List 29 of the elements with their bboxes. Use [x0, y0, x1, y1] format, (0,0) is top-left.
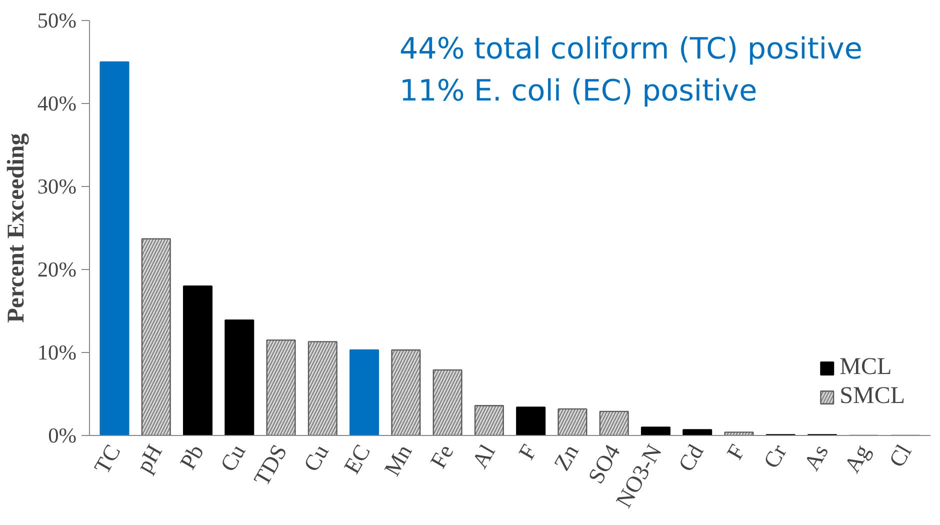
legend-label: SMCL — [840, 383, 905, 410]
annotation: 11% E. coli (EC) positive — [400, 74, 758, 108]
x-tick-label: TC — [89, 440, 126, 478]
x-tick-label: Ag — [839, 440, 875, 477]
y-tick-label: 0% — [48, 424, 77, 448]
y-tick-label: 20% — [37, 258, 77, 282]
x-tick-label: Cl — [884, 440, 916, 472]
x-tick-label: Mn — [379, 440, 417, 480]
x-tick-label: Cu — [298, 440, 334, 476]
y-tick-label: 50% — [37, 8, 77, 32]
legend-label: MCL — [840, 354, 892, 381]
x-tick-label: Pb — [175, 440, 209, 474]
x-tick-label: Zn — [549, 440, 584, 475]
x-tick-label: Cd — [673, 440, 709, 476]
x-tick-label: EC — [339, 440, 376, 478]
x-tick-label: As — [798, 440, 834, 475]
annotation: 44% total coliform (TC) positive — [400, 32, 862, 66]
y-tick-label: 10% — [37, 340, 77, 364]
x-tick-label: Al — [467, 440, 500, 472]
x-tick-label: F — [722, 440, 750, 464]
y-tick-label: 30% — [37, 174, 77, 198]
y-axis-title: Percent Exceeding — [3, 133, 30, 323]
x-tick-label: Cu — [215, 440, 250, 476]
x-tick-label: Cr — [758, 440, 792, 472]
x-tick-label: Fe — [425, 440, 458, 472]
x-tick-label: F — [514, 440, 542, 464]
x-tick-label: pH — [131, 440, 167, 477]
y-tick-label: 40% — [37, 92, 77, 116]
x-tick-label: TDS — [248, 440, 292, 490]
